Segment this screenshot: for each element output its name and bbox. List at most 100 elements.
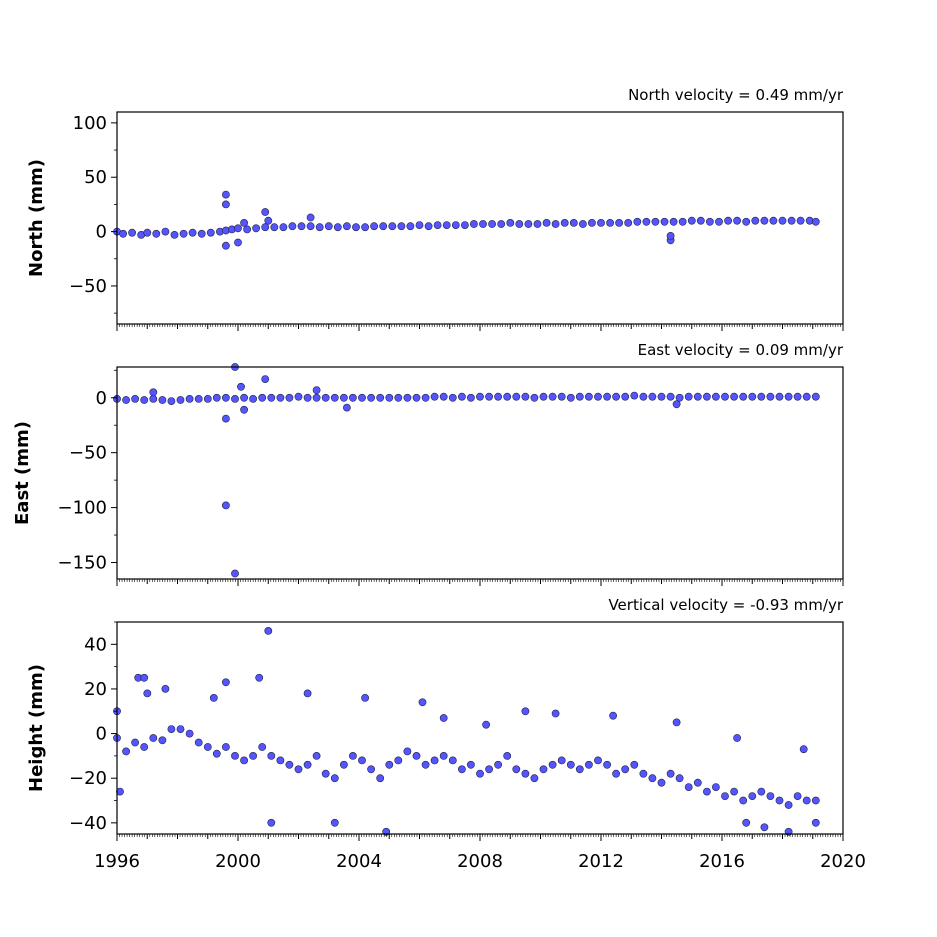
x-tick-label: 2016: [699, 851, 745, 872]
north-data-point: [633, 217, 642, 226]
height-data-point: [766, 792, 775, 800]
north-y-tick-label: 100: [73, 113, 107, 134]
height-data-point: [212, 749, 221, 758]
height-data-point: [367, 765, 375, 774]
east-data-point: [376, 393, 385, 402]
height-data-point: [294, 765, 303, 774]
north-plot-frame: [116, 111, 844, 325]
north-data-point: [760, 216, 769, 225]
height-data-point: [703, 787, 711, 796]
east-data-point: [621, 392, 630, 401]
north-panel: North velocity = 0.49 mm/yr 100 50 0 −50 No…: [26, 86, 844, 331]
height-data-point: [240, 756, 248, 765]
east-data-point: [775, 392, 784, 401]
north-data-point: [261, 223, 270, 232]
height-data-point: [760, 823, 769, 832]
east-data-point: [267, 393, 276, 402]
north-data-point: [666, 231, 675, 240]
east-data-point: [675, 393, 684, 402]
height-data-point: [439, 752, 448, 760]
north-data-point: [706, 217, 714, 226]
north-data-point: [579, 220, 587, 228]
east-data-point: [666, 392, 675, 401]
east-data-point: [466, 393, 475, 402]
height-data-point: [730, 787, 738, 796]
north-data-point: [279, 223, 288, 232]
height-data-point: [672, 718, 681, 727]
east-data-point: [339, 393, 348, 402]
height-data-point: [264, 627, 273, 635]
east-y-tick-label: 0: [96, 388, 107, 409]
north-data-point: [687, 216, 696, 225]
north-data-point: [642, 217, 651, 226]
north-data-point: [533, 220, 542, 228]
east-data-point: [385, 393, 394, 402]
height-y-tick-label: −40: [69, 813, 107, 834]
east-data-point: [212, 393, 221, 402]
north-data-point: [606, 218, 614, 227]
height-data-point: [585, 760, 593, 769]
east-data-point: [730, 392, 738, 401]
height-data-point: [603, 760, 611, 769]
north-data-point: [288, 222, 297, 231]
height-data-point: [784, 801, 793, 809]
east-data-point: [784, 392, 793, 401]
east-data-point: [639, 392, 648, 401]
height-data-point: [739, 796, 748, 805]
east-data-point: [530, 393, 539, 402]
height-y-tick-label: 40: [84, 634, 107, 655]
height-data-point: [267, 818, 276, 827]
east-data-point: [739, 392, 748, 401]
north-data-point: [197, 229, 206, 238]
north-data-point: [143, 228, 152, 237]
height-data-point: [321, 769, 330, 778]
height-panel: Vertical velocity = -0.93 mm/yr 40 20 0 −20…: [26, 596, 866, 872]
height-data-point: [439, 714, 448, 722]
north-data-point: [778, 216, 787, 225]
north-data-point: [588, 218, 596, 227]
east-data-point: [648, 392, 657, 401]
north-data-point: [352, 223, 360, 232]
north-data-point: [624, 218, 633, 227]
north-data-point: [660, 217, 669, 226]
north-data-point: [206, 228, 215, 237]
east-data-point: [221, 393, 230, 402]
east-data-point: [521, 392, 530, 401]
east-data-point: [457, 392, 466, 401]
north-data-point: [615, 218, 623, 227]
east-data-point: [684, 392, 693, 401]
north-data-point: [379, 222, 388, 231]
height-data-point: [802, 796, 811, 805]
height-data-point: [521, 769, 530, 778]
east-data-point: [403, 393, 412, 402]
north-velocity-title: North velocity = 0.49 mm/yr: [628, 86, 844, 104]
north-data-point: [306, 213, 315, 222]
height-data-point: [149, 734, 158, 742]
height-y-tick-label: 20: [84, 679, 107, 700]
east-data-point: [566, 393, 575, 402]
height-data-point: [594, 756, 602, 765]
height-data-point: [575, 765, 584, 774]
height-data-point: [203, 743, 212, 751]
east-data-point: [575, 392, 584, 401]
height-plot-frame: [116, 621, 844, 835]
height-data-point: [285, 760, 294, 769]
north-data-point: [170, 230, 179, 239]
height-data-point: [143, 689, 152, 698]
height-data-point: [557, 756, 566, 765]
height-data-point: [158, 736, 167, 745]
east-data-point: [149, 394, 158, 403]
height-data-point: [140, 673, 149, 682]
east-data-point: [557, 392, 566, 401]
east-data-point: [237, 382, 245, 391]
east-data-point: [712, 392, 720, 401]
north-data-point: [678, 217, 687, 226]
height-data-point: [385, 760, 394, 769]
height-data-point: [418, 698, 427, 707]
height-data-point: [811, 818, 820, 827]
east-data-point: [285, 393, 294, 402]
east-data-point: [167, 397, 176, 405]
north-data-point: [261, 208, 270, 216]
height-data-point: [512, 765, 521, 774]
north-data-point: [551, 220, 560, 228]
